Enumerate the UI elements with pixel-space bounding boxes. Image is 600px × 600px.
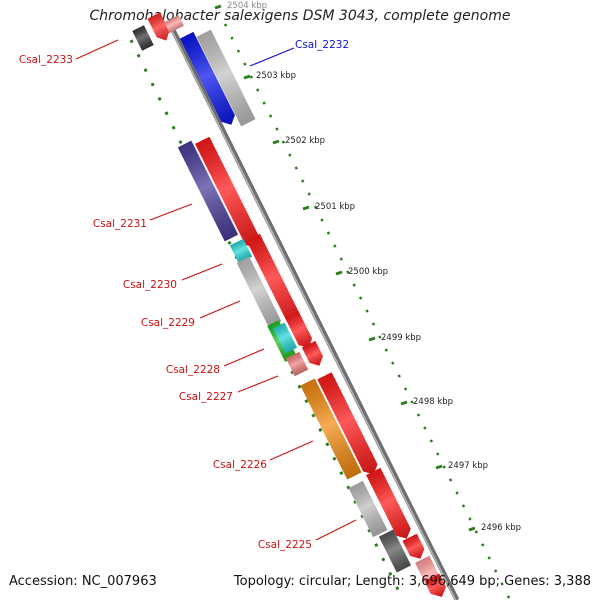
gene-label-leader [315,519,357,541]
gene-label-leader [249,47,295,67]
gene-feature[interactable] [132,25,154,51]
accession-text: Accession: NC_007963 [9,574,157,589]
gene-feature[interactable] [195,136,263,252]
gene-feature[interactable] [246,233,303,328]
ruler-tick-label: 2502 kbp [285,136,325,146]
gene-feature[interactable] [229,238,253,264]
ruler-tick-label: 2499 kbp [381,333,421,343]
ruler-tick-label: 2496 kbp [481,523,521,533]
gene-label-leader [223,348,265,367]
ruler-tick-label: 2501 kbp [315,202,355,212]
gene-label-csal_2227[interactable]: Csal_2227 [179,391,233,403]
gene-label-csal_2230[interactable]: Csal_2230 [123,279,177,291]
gene-feature[interactable] [179,31,238,128]
ruler-tick [335,270,343,276]
gene-label-csal_2232[interactable]: Csal_2232 [295,39,349,51]
gene-feature[interactable] [402,533,427,563]
genome-backbone [167,22,460,600]
ruler-tick-label: 2497 kbp [448,461,488,471]
gene-labels[interactable]: Csal_2233 Csal_2232 Csal_2231 Csal_2230 Csal… [19,39,357,551]
ruler: 2504 kbp 2503 kbp 2502 kbp 2501 kbp 2500 kbp… [214,1,521,533]
ruler-line [223,23,512,600]
ruler-tick-label: 2500 kbp [348,267,388,277]
gene-label-csal_2233[interactable]: Csal_2233 [19,54,73,66]
gene-feature[interactable] [236,256,282,328]
ruler-tick [302,205,310,211]
ruler-tick [468,526,476,532]
gene-feature[interactable] [378,529,412,573]
gene-feature[interactable] [164,15,184,33]
gene-label-csal_2228[interactable]: Csal_2228 [166,364,220,376]
gene-label-leader [149,203,193,221]
gene-label-csal_2229[interactable]: Csal_2229 [141,317,195,329]
gene-feature[interactable] [196,29,256,127]
ruler-tick [368,336,376,342]
gene-label-leader [75,39,119,60]
gene-label-leader [181,263,223,281]
gene-label-leader [269,440,314,461]
gene-feature[interactable] [301,340,326,369]
ruler-tick [214,4,222,10]
gene-feature[interactable] [285,351,309,377]
gene-feature[interactable] [317,372,380,478]
ruler-tick [400,400,408,406]
gene-feature[interactable] [272,322,298,354]
gene-feature[interactable] [424,573,449,600]
map-title: Chromohalobacter salexigens DSM 3043, co… [89,8,511,24]
gene-feature[interactable] [366,467,414,542]
gene-label-csal_2226[interactable]: Csal_2226 [213,459,267,471]
ruler-tick-label: 2503 kbp [256,71,296,81]
gene-feature[interactable] [348,480,388,538]
gene-label-csal_2225[interactable]: Csal_2225 [258,539,312,551]
ruler-tick [272,139,280,145]
ruler-tick-label: 2498 kbp [413,397,453,407]
gene-label-leader [237,375,279,393]
gene-feature[interactable] [284,310,315,352]
ruler-tick [435,464,443,470]
gene-label-leader [199,300,241,319]
genome-summary-text: Topology: circular; Length: 3,696,649 bp… [233,574,591,589]
ruler-tick [243,74,251,80]
gene-feature[interactable] [177,140,239,242]
gene-label-csal_2231[interactable]: Csal_2231 [93,218,147,230]
ruler-tick-label: 2504 kbp [227,1,267,11]
gene-feature[interactable] [300,378,362,480]
gene-features[interactable] [132,12,449,600]
gene-feature[interactable] [147,12,172,43]
